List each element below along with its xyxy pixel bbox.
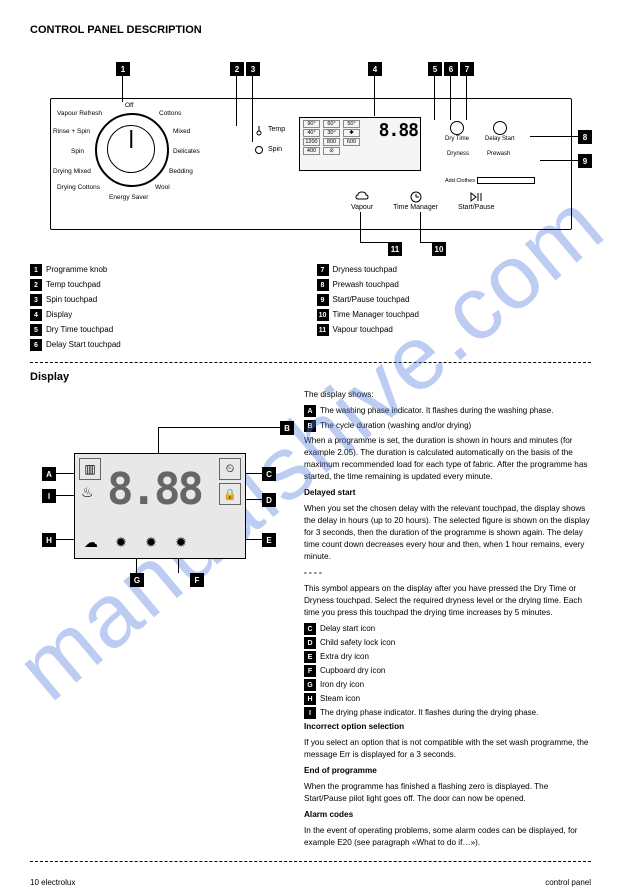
program-dial[interactable] — [95, 113, 169, 187]
display-section: B A I H C D E F G ▥ ♨ 8.88 — [30, 389, 591, 853]
callout-11: 11 — [388, 242, 402, 256]
callout-10: 10 — [432, 242, 446, 256]
legend-item: 4Display — [30, 309, 305, 321]
lcd-detail-diagram: B A I H C D E F G ▥ ♨ 8.88 — [30, 389, 290, 649]
vapour-button[interactable]: Vapour — [351, 191, 373, 211]
legend-item: 2Temp touchpad — [30, 279, 305, 291]
prog-bedding: Bedding — [169, 169, 193, 176]
legend-item: 1Programme knob — [30, 264, 305, 276]
temp-spin-touchpads: Temp Spin — [255, 125, 285, 159]
legend-item: 7Dryness touchpad — [317, 264, 592, 276]
lcd-closeup: ▥ ♨ 8.88 ⏲ 🔒 ☁ ✹ ✹ ✹ — [74, 453, 246, 559]
callout-h: H — [42, 533, 56, 547]
callout-4: 4 — [368, 62, 382, 76]
callout-6: 6 — [444, 62, 458, 76]
prog-cottons: Cottons — [159, 111, 181, 118]
legend-item: 6Delay Start touchpad — [30, 339, 305, 351]
iron-dry-icon: ✹ — [111, 532, 131, 552]
display-legend-item: IThe drying phase indicator. It flashes … — [304, 707, 591, 719]
control-panel: Off Cottons Mixed Delicates Bedding Wool… — [50, 98, 572, 230]
display-legend-item: HSteam icon — [304, 693, 591, 705]
display-legend-item: CDelay start icon — [304, 623, 591, 635]
legend-item: 3Spin touchpad — [30, 294, 305, 306]
callout-5: 5 — [428, 62, 442, 76]
callout-7: 7 — [460, 62, 474, 76]
delay-icon: ⏲ — [219, 458, 241, 480]
page: manualshive.com CONTROL PANEL DESCRIPTIO… — [0, 0, 621, 893]
dry-delay-row: Dry Time Delay Start — [445, 121, 515, 142]
wash-phase-icon: ▥ — [79, 458, 101, 480]
prog-spin: Spin — [71, 149, 84, 156]
control-panel-diagram: 1 2 3 4 5 6 7 8 9 11 10 Off Cottons — [30, 42, 591, 262]
callout-f: F — [190, 573, 204, 587]
cupboard-dry-icon: ✹ — [141, 532, 161, 552]
legend-item: 8Prewash touchpad — [317, 279, 592, 291]
dryness-prewash-row: Dryness Prewash — [447, 151, 510, 157]
legend-item: 11Vapour touchpad — [317, 324, 592, 336]
legend-item: 9Start/Pause touchpad — [317, 294, 592, 306]
spiral-icon — [255, 146, 264, 155]
prog-energy: Energy Saver — [109, 195, 148, 202]
thermometer-icon — [255, 126, 264, 135]
add-clothes: Add Clothes — [445, 177, 535, 184]
divider-2 — [30, 861, 591, 862]
lcd-screen: 90° 60° 50° 40° 30° ✱ 1200 800 600 — [299, 117, 421, 171]
callout-c: C — [262, 467, 276, 481]
prog-drycot: Drying Cottons — [57, 185, 100, 192]
delaystart-icon[interactable] — [493, 121, 507, 135]
display-legend-item: EExtra dry icon — [304, 651, 591, 663]
callout-9: 9 — [578, 154, 592, 168]
touchpad-buttons: Vapour Time Manager Start/Pause — [351, 191, 495, 211]
playpause-icon — [469, 191, 483, 203]
callout-8: 8 — [578, 130, 592, 144]
extra-dry-icon: ✹ — [171, 532, 191, 552]
steam-icon: ☁ — [81, 532, 101, 552]
callout-g: G — [130, 573, 144, 587]
callout-d: D — [262, 493, 276, 507]
display-legend-item: GIron dry icon — [304, 679, 591, 691]
prog-mixed: Mixed — [173, 129, 190, 136]
legend-columns: 1Programme knob 2Temp touchpad 3Spin touch… — [30, 264, 591, 354]
prog-drymix: Drying Mixed — [53, 169, 91, 176]
drytime-icon[interactable] — [450, 121, 464, 135]
digit-display: 8.88 — [379, 120, 418, 141]
cloud-icon — [355, 191, 369, 203]
time-digits: 8.88 — [107, 464, 201, 515]
callout-3: 3 — [246, 62, 260, 76]
prog-off: Off — [125, 103, 134, 110]
prewash-label[interactable]: Prewash — [487, 151, 510, 157]
temp-label[interactable]: Temp — [268, 125, 285, 135]
display-legend-item: DChild safety lock icon — [304, 637, 591, 649]
callout-a: A — [42, 467, 56, 481]
callout-2: 2 — [230, 62, 244, 76]
prog-rinse: Rinse + Spin — [53, 129, 90, 136]
clock-icon — [409, 191, 423, 203]
heat-icon: ♨ — [81, 484, 94, 501]
prog-delicates: Delicates — [173, 149, 200, 156]
divider — [30, 362, 591, 363]
display-title: Display — [30, 371, 591, 383]
section-title: CONTROL PANEL DESCRIPTION — [30, 24, 591, 36]
timemanager-button[interactable]: Time Manager — [393, 191, 438, 211]
startpause-button[interactable]: Start/Pause — [458, 191, 495, 211]
dryness-label[interactable]: Dryness — [447, 151, 469, 157]
icon-legend-list: CDelay start icon DChild safety lock icon… — [304, 623, 591, 719]
prog-wool: Wool — [155, 185, 170, 192]
display-description: The display shows: AThe washing phase in… — [304, 389, 591, 853]
callout-i: I — [42, 489, 56, 503]
callout-1: 1 — [116, 62, 130, 76]
legend-item: 10Time Manager touchpad — [317, 309, 592, 321]
callout-b: B — [280, 421, 294, 435]
lock-icon: 🔒 — [219, 483, 241, 505]
spin-label[interactable]: Spin — [268, 145, 282, 155]
callout-e: E — [262, 533, 276, 547]
legend-item: 5Dry Time touchpad — [30, 324, 305, 336]
footer: 10 electrolux control panel — [0, 878, 621, 887]
display-legend-item: FCupboard dry icon — [304, 665, 591, 677]
prog-vapour: Vapour Refresh — [57, 111, 102, 118]
